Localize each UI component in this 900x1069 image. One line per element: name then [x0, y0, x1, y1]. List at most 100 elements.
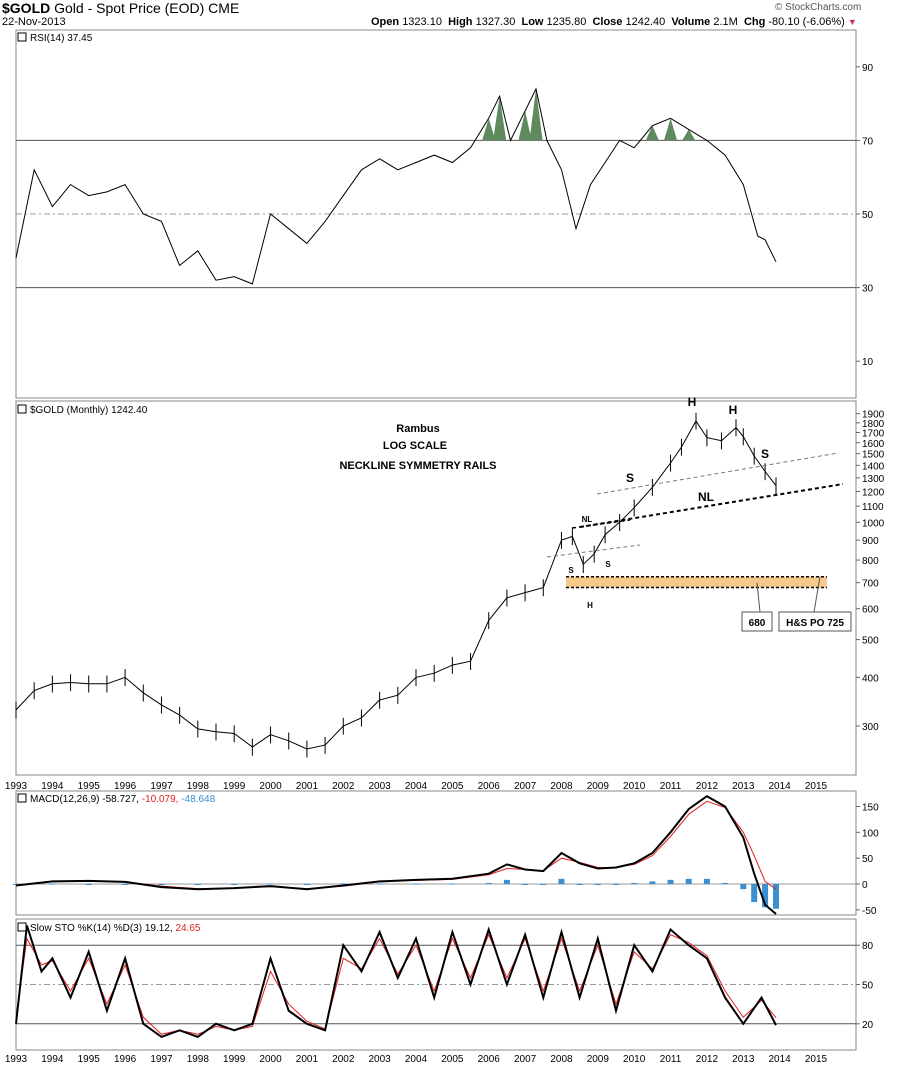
legend-part: 24.65: [175, 923, 200, 934]
price-axis-tick-label: 500: [862, 636, 879, 647]
instrument-name: Gold - Spot Price (EOD): [54, 0, 205, 16]
rsi-axis-tick-label: 30: [862, 284, 874, 295]
volume-label: Volume: [671, 16, 711, 28]
year-tick-label: 2012: [696, 781, 719, 792]
price-axis-tick-label: 1800: [862, 419, 885, 430]
sto-axis-tick-label: 80: [862, 941, 874, 952]
macd-signal-line: [15, 800, 777, 890]
year-tick-label: 2000: [259, 781, 282, 792]
year-tick-label: 2005: [441, 781, 464, 792]
low-label: Low: [521, 16, 544, 28]
annotation-log-scale: LOG SCALE: [383, 440, 447, 452]
year-tick-label: 1996: [114, 781, 137, 792]
price-axis-tick-label: 700: [862, 579, 879, 590]
price-line: [15, 420, 777, 750]
rsi-legend-box: [17, 32, 27, 42]
year-tick-label-bottom: 2010: [623, 1054, 646, 1065]
macd-histogram-bar: [649, 881, 656, 884]
high-label: High: [448, 16, 473, 28]
rsi-overbought-fill: [664, 118, 678, 141]
macd-legend: MACD(12,26,9) -58.727, -10.079, -48.648: [30, 794, 216, 805]
macd-axis-tick-label: 0: [862, 880, 868, 891]
rsi-overbought-fill: [529, 88, 543, 141]
macd-histogram-bar: [773, 884, 779, 909]
legend-part: $GOLD (Monthly) 1242.40: [30, 405, 148, 416]
year-tick-label: 2002: [332, 781, 355, 792]
annotation-head-2: H: [729, 403, 738, 417]
macd-panel-frame: [15, 790, 857, 916]
annotation-small-head: H: [587, 601, 593, 610]
macd-histogram-bar: [631, 882, 638, 884]
macd-histogram-bar: [485, 882, 492, 884]
macd-legend-box: [17, 793, 27, 803]
rsi-line: [15, 87, 777, 285]
year-tick-label: 2010: [623, 781, 646, 792]
price-axis-tick-label: 800: [862, 556, 879, 567]
exchange: CME: [208, 0, 240, 16]
year-tick-label-bottom: 1996: [114, 1054, 137, 1065]
year-tick-label-bottom: 2003: [369, 1054, 392, 1065]
legend-part: MACD(12,26,9): [30, 794, 102, 805]
small-neckline-rail: [571, 519, 631, 529]
year-tick-label-bottom: 1994: [41, 1054, 64, 1065]
down-arrow-icon: ▼: [847, 17, 857, 27]
high-value: 1327.30: [475, 16, 516, 28]
macd-histogram-bar: [576, 884, 583, 886]
open-value: 1323.10: [402, 16, 442, 28]
year-tick-label-bottom: 2005: [441, 1054, 464, 1065]
watermark: © StockCharts.com: [775, 2, 862, 13]
year-tick-label: 2006: [478, 781, 501, 792]
macd-histogram-bar: [413, 883, 419, 885]
year-tick-label-bottom: 1999: [223, 1054, 246, 1065]
price-axis-tick-label: 600: [862, 605, 879, 616]
open-label: Open: [371, 16, 400, 28]
macd-histogram-bar: [503, 879, 510, 884]
year-tick-label-bottom: 1998: [187, 1054, 210, 1065]
price-axis-tick-label: 1300: [862, 474, 885, 485]
macd-histogram-bar: [540, 884, 547, 885]
neckline-rail: [579, 483, 844, 528]
macd-histogram-bar: [158, 884, 165, 886]
year-tick-label: 2013: [732, 781, 755, 792]
year-tick-label-bottom: 2012: [696, 1054, 719, 1065]
year-tick-label-bottom: 2008: [550, 1054, 573, 1065]
annotation-shoulder-right: S: [761, 447, 769, 461]
macd-histogram-bar: [522, 884, 529, 885]
year-tick-label-bottom: 1997: [150, 1054, 173, 1065]
macd-histogram-bar: [49, 883, 56, 885]
price-axis-tick-label: 1200: [862, 487, 885, 498]
callout-680: 680: [749, 618, 766, 629]
macd-histogram-bar: [376, 883, 383, 885]
rsi-axis-tick-label: 70: [862, 136, 874, 147]
rsi-axis-tick-label: 10: [862, 357, 874, 368]
year-tick-label-bottom: 2006: [478, 1054, 501, 1065]
year-tick-label: 2008: [550, 781, 573, 792]
macd-histogram-bar: [722, 882, 729, 884]
year-tick-label: 2015: [805, 781, 828, 792]
macd-histogram-bar: [122, 884, 129, 885]
macd-axis-tick-label: 150: [862, 803, 879, 814]
low-value: 1235.80: [546, 16, 587, 28]
volume-value: 2.1M: [713, 16, 738, 28]
year-tick-label-bottom: 1993: [5, 1054, 28, 1065]
price-axis-tick-label: 1100: [862, 502, 884, 513]
price-axis-tick-label: 1700: [862, 429, 885, 440]
year-tick-label: 2009: [587, 781, 610, 792]
year-tick-label-bottom: 2013: [732, 1054, 755, 1065]
macd-histogram-bar: [303, 884, 310, 885]
legend-part: -10.079,: [142, 794, 181, 805]
year-tick-label: 1994: [41, 781, 64, 792]
rsi-legend: RSI(14) 37.45: [30, 33, 93, 44]
macd-histogram-bar: [85, 884, 92, 885]
year-tick-label: 1995: [78, 781, 101, 792]
chg-value: -80.10 (-6.06%): [768, 16, 845, 28]
year-tick-label: 2011: [660, 781, 682, 792]
target-band: [566, 576, 827, 588]
macd-axis-tick-label: -50: [862, 906, 877, 917]
price-axis-tick-label: 1500: [862, 450, 885, 461]
macd-histogram-bar: [194, 884, 201, 885]
callout-pointer: [756, 582, 761, 613]
macd-histogram-bar: [594, 884, 601, 886]
price-axis-tick-label: 1000: [862, 518, 885, 529]
upper-rail: [596, 452, 839, 495]
